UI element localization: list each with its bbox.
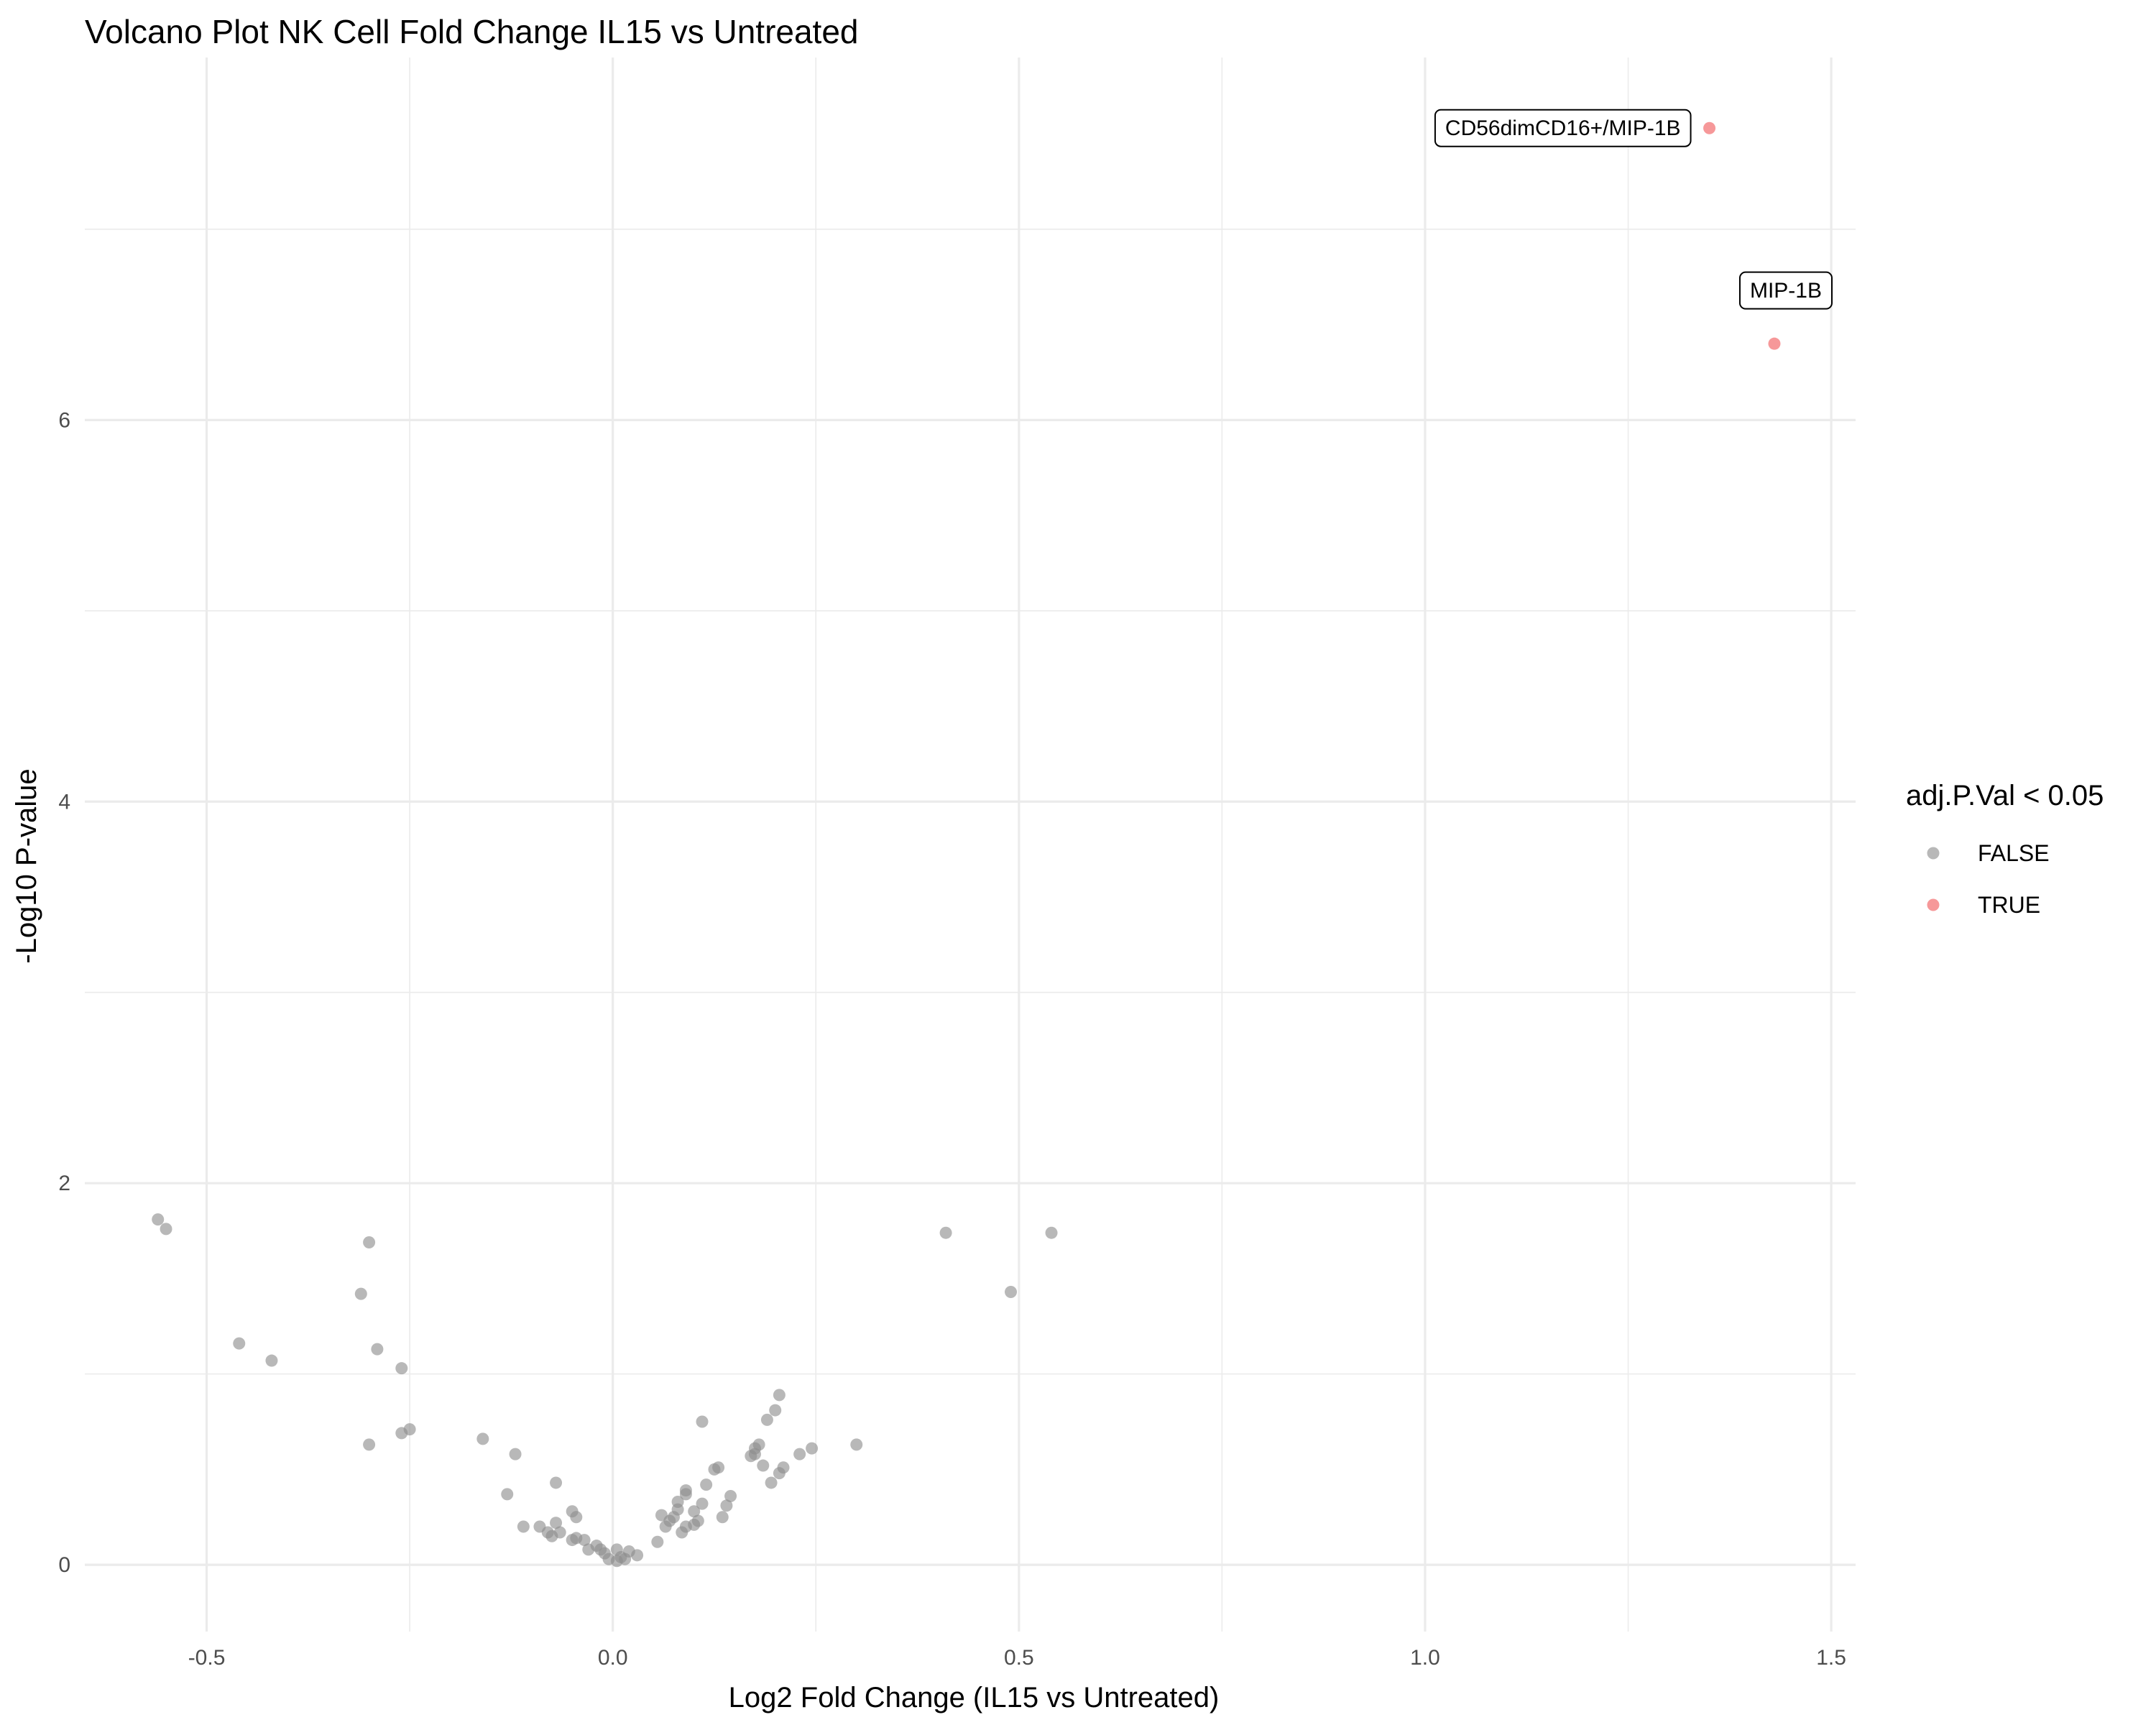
legend-label-false: FALSE — [1978, 840, 2050, 866]
nonsignificant-point — [939, 1226, 952, 1239]
y-axis-title: -Log10 P-value — [11, 768, 42, 963]
nonsignificant-point — [757, 1459, 770, 1472]
point-annotations: CD56dimCD16+/MIP-1B MIP-1B — [1434, 109, 1833, 310]
x-tick-labels: -0.5 0.0 0.5 1.0 1.5 — [188, 1646, 1846, 1670]
nonsignificant-point — [1045, 1226, 1058, 1239]
chart-title: Volcano Plot NK Cell Fold Change IL15 vs… — [85, 13, 859, 50]
x-tick-label: 0.5 — [1004, 1646, 1034, 1670]
x-axis-title: Log2 Fold Change (IL15 vs Untreated) — [729, 1682, 1220, 1714]
nonsignificant-point — [806, 1442, 819, 1455]
x-tick-label: -0.5 — [188, 1646, 226, 1670]
legend-label-true: TRUE — [1978, 892, 2040, 918]
nonsignificant-point — [152, 1213, 165, 1226]
nonsignificant-point — [550, 1476, 563, 1489]
y-tick-label: 6 — [58, 408, 70, 432]
nonsignificant-point — [233, 1337, 246, 1350]
nonsignificant-point — [160, 1223, 172, 1236]
y-tick-labels: 0 2 4 6 — [58, 408, 70, 1577]
nonsignificant-point — [679, 1484, 692, 1497]
nonsignificant-point — [395, 1427, 408, 1440]
y-tick-label: 4 — [58, 790, 70, 814]
nonsignificant-point — [566, 1534, 579, 1547]
point-label-box — [1738, 271, 1833, 310]
nonsignificant-point — [1005, 1285, 1018, 1298]
significant-point — [1768, 337, 1781, 350]
nonsignificant-point — [716, 1511, 729, 1524]
nonsignificant-point — [517, 1520, 530, 1533]
legend-title: adj.P.Val < 0.05 — [1906, 780, 2104, 811]
nonsignificant-point — [553, 1526, 566, 1539]
nonsignificant-point — [265, 1354, 278, 1367]
nonsignificant-point — [371, 1343, 384, 1356]
x-tick-label: 1.5 — [1816, 1646, 1846, 1670]
nonsignificant-point — [720, 1499, 733, 1512]
nonsignificant-point — [476, 1432, 489, 1445]
x-tick-label: 1.0 — [1410, 1646, 1440, 1670]
nonsignificant-point — [777, 1461, 790, 1474]
nonsignificant-point — [760, 1413, 773, 1426]
nonsignificant-point — [850, 1438, 863, 1451]
x-tick-label: 0.0 — [598, 1646, 628, 1670]
legend-key-true — [1927, 898, 1940, 911]
nonsignificant-point — [793, 1448, 806, 1460]
nonsignificant-point — [696, 1415, 709, 1428]
legend-key-false — [1927, 847, 1940, 860]
grid — [85, 58, 1856, 1632]
point-label: MIP-1B — [1738, 271, 1833, 310]
legend-items: FALSE TRUE — [1927, 840, 2050, 918]
nonsignificant-point — [651, 1535, 664, 1548]
legend: adj.P.Val < 0.05 FALSE TRUE — [1906, 780, 2104, 918]
nonsignificant-point — [691, 1514, 704, 1527]
nonsignificant-point — [765, 1476, 778, 1489]
nonsignificant-point — [578, 1534, 591, 1547]
y-tick-label: 0 — [58, 1553, 70, 1577]
nonsignificant-point — [752, 1438, 765, 1451]
nonsignificant-point — [363, 1438, 376, 1451]
nonsignificant-point — [363, 1236, 376, 1248]
nonsignificant-point — [700, 1478, 713, 1491]
nonsignificant-point — [712, 1461, 725, 1474]
data-points — [152, 121, 1781, 1568]
nonsignificant-point — [773, 1389, 786, 1402]
nonsignificant-point — [769, 1404, 782, 1417]
nonsignificant-point — [354, 1287, 367, 1300]
nonsignificant-point — [724, 1490, 737, 1503]
nonsignificant-point — [631, 1549, 644, 1562]
nonsignificant-point — [671, 1495, 684, 1508]
nonsignificant-point — [501, 1488, 514, 1501]
point-label-box — [1434, 109, 1692, 147]
nonsignificant-point — [395, 1362, 408, 1375]
nonsignificant-point — [509, 1448, 522, 1460]
nonsignificant-point — [688, 1505, 701, 1518]
point-label: CD56dimCD16+/MIP-1B — [1434, 109, 1692, 147]
nonsignificant-point — [570, 1511, 583, 1524]
nonsignificant-point — [696, 1497, 709, 1510]
point-label-text: MIP-1B — [1750, 279, 1822, 303]
nonsignificant-point — [550, 1517, 563, 1530]
significant-point — [1703, 121, 1716, 134]
point-label-text: CD56dimCD16+/MIP-1B — [1445, 116, 1681, 140]
y-tick-label: 2 — [58, 1172, 70, 1195]
